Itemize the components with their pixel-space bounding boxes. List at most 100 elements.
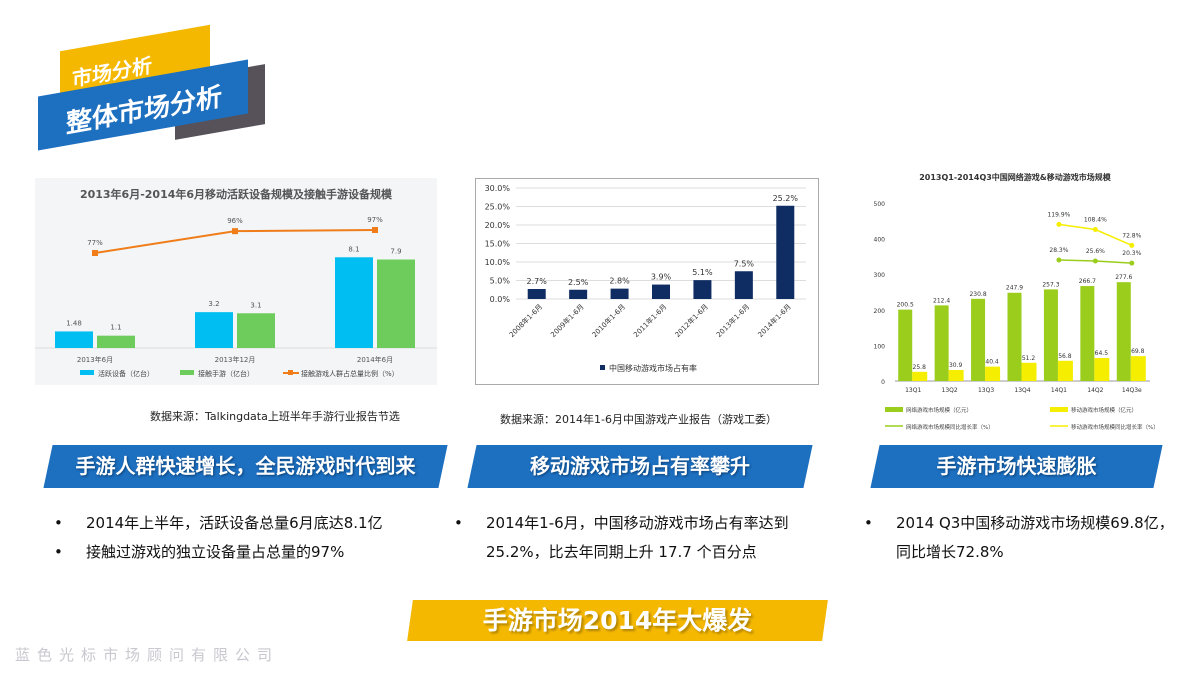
- bullet: 2014年1-6月，中国移动游戏市场占有率达到 25.2%，比去年同期上升 17…: [450, 509, 825, 567]
- banner-2-text: 移动游戏市场占有率攀升: [530, 454, 750, 478]
- y-tick-label: 400: [874, 237, 886, 244]
- data-label: 20.3%: [1122, 250, 1141, 257]
- legend-swatch: [180, 370, 194, 375]
- bar: [195, 312, 233, 348]
- chart-market-share: 0.0% 5.0% 10.0% 15.0% 20.0% 25.0% 30.0% 2.7% 200…: [475, 178, 819, 385]
- data-label: 72.8%: [1122, 232, 1141, 239]
- legend-label: 移动游戏市场规模同比增长率（%）: [1071, 423, 1159, 431]
- bar: [527, 289, 546, 299]
- legend-label: 网络游戏市场规模同比增长率（%）: [906, 423, 994, 431]
- data-label: 56.8: [1058, 353, 1072, 360]
- x-tick-label: 14Q3e: [1122, 387, 1142, 394]
- y-tick-label: 0.0%: [490, 295, 511, 304]
- bullet: 2014年上半年，活跃设备总量6月底达8.1亿: [50, 509, 450, 538]
- bullet: 接触过游戏的独立设备量占总量的97%: [50, 538, 450, 567]
- x-tick-label: 13Q2: [942, 387, 958, 394]
- x-tick-label: 13Q4: [1014, 387, 1030, 394]
- x-tick-label: 2013年12月: [215, 355, 256, 364]
- legend-label: 接触游戏人群占总量比例（%）: [301, 369, 399, 378]
- conclusion-banner: 手游市场2014年大爆发: [407, 600, 828, 641]
- data-label: 119.9%: [1047, 211, 1070, 218]
- bar: [610, 288, 629, 299]
- legend-swatch: [600, 365, 605, 370]
- chart-market-size: 2013Q1-2014Q3中国网络游戏&移动游戏市场规模 0 100 200 300 40…: [874, 172, 1159, 431]
- bar: [912, 371, 928, 381]
- data-label: 28.3%: [1049, 247, 1068, 254]
- bar: [934, 305, 949, 381]
- y-tick-label: 200: [874, 308, 886, 315]
- y-tick-label: 5.0%: [490, 277, 511, 286]
- line-point: [1056, 257, 1062, 263]
- data-label: 25.6%: [1086, 248, 1105, 255]
- legend-swatch: [885, 407, 903, 412]
- line-point: [1129, 242, 1135, 248]
- x-tick-label: 2014年1-6月: [756, 302, 793, 339]
- bar: [1094, 358, 1110, 381]
- data-label: 266.7: [1079, 278, 1096, 285]
- x-tick-label: 2013年6月: [77, 355, 113, 364]
- line-point: [372, 227, 378, 233]
- data-label: 200.5: [897, 302, 914, 309]
- data-label: 69.8: [1131, 348, 1145, 355]
- bar: [1130, 356, 1146, 381]
- legend-label: 接触手游（亿台）: [198, 369, 254, 378]
- bullets-1: 2014年上半年，活跃设备总量6月底达8.1亿 接触过游戏的独立设备量占总量的9…: [50, 509, 450, 567]
- data-label: 3.1: [250, 301, 261, 309]
- data-label: 96%: [227, 217, 243, 225]
- banner-1-text: 手游人群快速增长，全民游戏时代到来: [75, 454, 416, 478]
- x-tick-label: 2014年6月: [357, 355, 393, 364]
- line-point: [1092, 258, 1098, 264]
- data-label: 25.8: [913, 364, 927, 371]
- company-footer: 蓝色光标市场顾问有限公司: [15, 646, 280, 664]
- data-label: 230.8: [969, 291, 986, 298]
- data-label: 40.4: [985, 359, 999, 366]
- y-tick-label: 10.0%: [485, 258, 511, 267]
- data-label: 8.1: [348, 245, 359, 253]
- data-label: 2.8%: [609, 277, 630, 286]
- data-label: 5.1%: [692, 268, 713, 277]
- bar: [237, 313, 275, 348]
- line-point: [1092, 227, 1098, 233]
- y-tick-label: 500: [874, 201, 886, 208]
- bar: [1116, 282, 1131, 381]
- chart-active-devices: 2013年6月-2014年6月移动活跃设备规模及接触手游设备规模 2013年6月 1…: [35, 178, 437, 385]
- data-label: 257.3: [1042, 281, 1059, 288]
- legend-swatch: [80, 370, 94, 375]
- y-tick-label: 300: [874, 272, 886, 279]
- banner-2: 移动游戏市场占有率攀升: [467, 445, 813, 488]
- conclusion-text: 手游市场2014年大爆发: [482, 606, 753, 635]
- x-tick-label: 2013年1-6月: [714, 302, 751, 339]
- bullet: 2014 Q3中国移动游戏市场规模69.8亿，同比增长72.8%: [860, 509, 1180, 567]
- y-tick-label: 100: [874, 343, 886, 350]
- bar: [569, 289, 588, 299]
- bar: [985, 366, 1001, 381]
- data-label: 51.2: [1022, 355, 1036, 362]
- x-tick-label: 13Q3: [978, 387, 994, 394]
- line-point: [1056, 221, 1062, 227]
- bar: [1057, 360, 1073, 381]
- bar: [377, 259, 415, 348]
- bar: [335, 257, 373, 348]
- bar: [693, 280, 712, 299]
- data-label: 97%: [367, 216, 383, 224]
- line-point: [92, 250, 98, 256]
- chart-title: 2013Q1-2014Q3中国网络游戏&移动游戏市场规模: [919, 172, 1112, 182]
- data-label: 277.6: [1115, 274, 1132, 281]
- x-tick-label: 14Q1: [1051, 387, 1067, 394]
- x-tick-label: 2012年1-6月: [673, 302, 710, 339]
- bar: [1007, 292, 1022, 381]
- y-tick-label: 0: [881, 379, 885, 386]
- x-tick-label: 2011年1-6月: [631, 302, 668, 339]
- bar: [971, 298, 986, 381]
- data-label: 64.5: [1095, 350, 1109, 357]
- data-label: 1.1: [110, 324, 121, 332]
- bar: [776, 205, 795, 299]
- bar: [948, 369, 964, 381]
- data-label: 3.2: [208, 300, 219, 308]
- x-tick-label: 2009年1-6月: [549, 302, 586, 339]
- source-note-2: 数据来源：2014年1-6月中国游戏产业报告（游戏工委）: [500, 413, 777, 426]
- data-label: 1.48: [66, 319, 82, 327]
- data-label: 212.4: [933, 297, 950, 304]
- data-label: 2.7%: [527, 277, 548, 286]
- bar: [734, 271, 753, 299]
